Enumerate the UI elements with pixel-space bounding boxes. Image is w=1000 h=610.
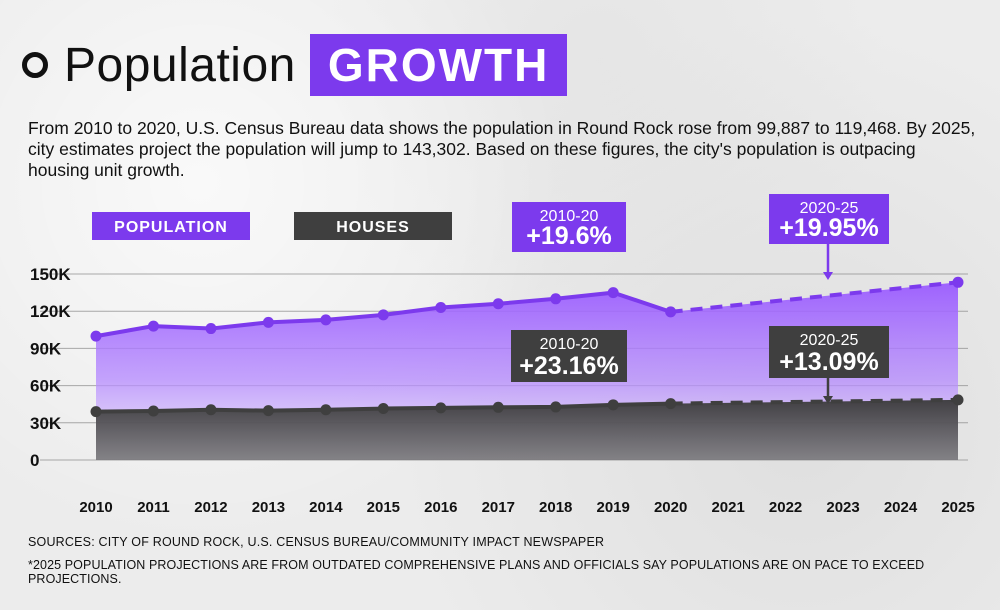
footnote: *2025 POPULATION PROJECTIONS ARE FROM OU… (28, 558, 925, 586)
annotation-box: 2010-20+23.16% (511, 330, 627, 382)
sources-note: SOURCES: CITY OF ROUND ROCK, U.S. CENSUS… (28, 535, 605, 549)
annotation-period: 2020-25 (800, 332, 859, 349)
projection-line-population (670, 280, 959, 314)
data-point (262, 405, 274, 417)
x-tick-label: 2017 (482, 499, 515, 516)
x-tick-label: 2025 (941, 499, 974, 516)
data-point (665, 398, 677, 410)
data-point (435, 301, 447, 313)
x-tick-label: 2020 (654, 499, 687, 516)
data-point (90, 406, 102, 418)
projection-line-houses (670, 397, 959, 406)
x-tick-label: 2010 (79, 499, 112, 516)
y-tick-label: 150K (30, 265, 71, 284)
data-point (550, 293, 562, 305)
x-tick-label: 2022 (769, 499, 802, 516)
legend-swatch (294, 212, 452, 240)
x-tick-label: 2016 (424, 499, 457, 516)
circle-bullet-icon (22, 52, 48, 78)
page-title: Population (64, 38, 296, 92)
x-tick-label: 2012 (194, 499, 227, 516)
data-point (320, 404, 332, 416)
annotation-background (512, 202, 626, 252)
y-tick-label: 120K (30, 302, 71, 321)
legend-layer: POPULATION HOUSES (92, 212, 452, 240)
legend-swatch (92, 212, 250, 240)
data-point (607, 399, 619, 411)
annotation-background (769, 326, 889, 378)
arrow-head-icon (823, 272, 833, 280)
x-tick-label: 2014 (309, 499, 343, 516)
annotation-period: 2020-25 (800, 200, 859, 217)
annotation-value: +19.95% (779, 214, 878, 242)
data-point (952, 394, 964, 406)
annotation-value: +23.16% (519, 352, 618, 380)
x-tick-label: 2023 (826, 499, 859, 516)
data-point (262, 316, 274, 328)
point-layer (90, 276, 964, 418)
legend-label: HOUSES (336, 219, 410, 236)
annotation-box: 2020-25+13.09% (769, 326, 889, 404)
x-tick-label: 2021 (711, 499, 744, 516)
x-tick-label: 2013 (252, 499, 285, 516)
annotation-value: +19.6% (526, 222, 612, 250)
population-houses-chart: 0 30K 60K 90K 120K 150K 2010 2011 2012 2013 2014 20… (30, 194, 975, 516)
annotation-background (769, 194, 889, 244)
y-tick-label: 60K (30, 377, 62, 396)
data-point (377, 403, 389, 415)
chart-container: 0 30K 60K 90K 120K 150K 2010 2011 2012 2013 2014 20… (0, 190, 1000, 530)
data-point (377, 309, 389, 321)
annotation-box: 2020-25+19.95% (769, 194, 889, 280)
x-tick-label: 2019 (597, 499, 630, 516)
area-houses (96, 399, 958, 460)
data-point (205, 404, 217, 416)
data-point (147, 320, 159, 332)
data-point (952, 276, 964, 288)
annotation-layer: 2010-20+19.6%2020-25+19.95%2010-20+23.16… (511, 194, 889, 404)
page-title-highlight: GROWTH (309, 34, 568, 96)
data-point (607, 287, 619, 299)
data-point (90, 330, 102, 342)
annotation-period: 2010-20 (540, 336, 599, 353)
data-point (665, 306, 677, 318)
axis-layer: 0 30K 60K 90K 120K 150K 2010 2011 2012 2013 2014 20… (30, 265, 975, 516)
arrow-head-icon (823, 396, 833, 404)
y-tick-label: 30K (30, 414, 62, 433)
y-tick-label: 90K (30, 339, 62, 358)
intro-paragraph: From 2010 to 2020, U.S. Census Bureau da… (28, 118, 976, 180)
annotation-background (511, 330, 627, 382)
annotation-value: +13.09% (779, 348, 878, 376)
data-point (320, 314, 332, 326)
page-header: Population GROWTH (22, 32, 568, 98)
annotation-period: 2010-20 (540, 208, 599, 225)
data-point (205, 323, 217, 335)
data-point (492, 298, 504, 310)
y-tick-label: 0 (30, 451, 39, 470)
annotation-box: 2010-20+19.6% (512, 202, 626, 252)
data-point (550, 401, 562, 413)
data-point (147, 405, 159, 417)
x-tick-label: 2015 (367, 499, 400, 516)
data-point (435, 402, 447, 414)
x-tick-label: 2018 (539, 499, 572, 516)
data-point (492, 401, 504, 413)
x-tick-label: 2011 (137, 499, 170, 516)
x-tick-label: 2024 (884, 499, 918, 516)
legend-label: POPULATION (114, 219, 228, 236)
